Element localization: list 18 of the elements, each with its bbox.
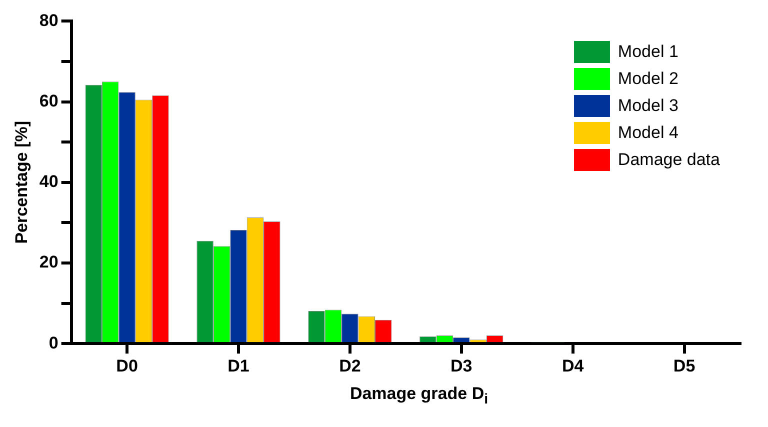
- y-tick-label: 60: [39, 91, 58, 110]
- x-tick-label: D1: [228, 356, 250, 376]
- x-tick-label: D2: [339, 356, 361, 376]
- y-tick-label: 0: [48, 333, 58, 352]
- y-tick-label: 80: [39, 10, 58, 30]
- legend-label: Model 1: [618, 42, 678, 62]
- y-tick-label: 20: [39, 252, 58, 272]
- legend-label: Model 3: [618, 96, 678, 116]
- x-tick-label: D3: [450, 356, 472, 376]
- x-axis-title: Damage grade D$_{i}$: [348, 384, 490, 408]
- y-tick-label: 40: [39, 172, 58, 192]
- x-tick-label: D0: [116, 356, 138, 376]
- legend-label: Model 4: [618, 122, 678, 142]
- legend-label: Damage data: [618, 150, 720, 170]
- x-tick-label: D4: [562, 356, 584, 376]
- x-tick-label: D5: [673, 356, 696, 376]
- legend-label: Model 2: [618, 68, 678, 88]
- y-axis-title: Percentage [%]: [12, 120, 31, 244]
